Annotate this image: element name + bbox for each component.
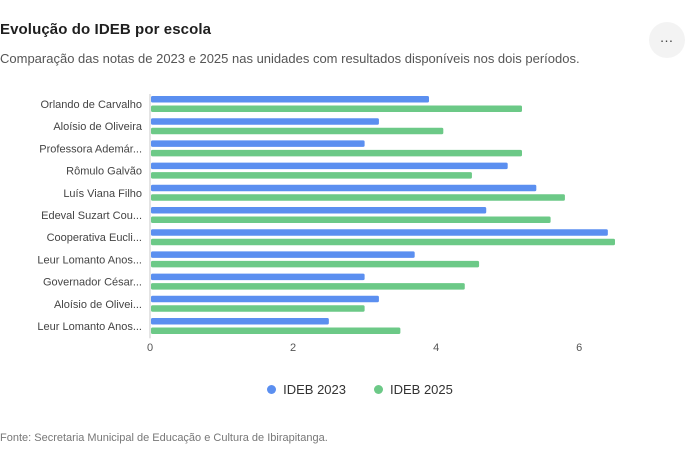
bar-2023[interactable]: [151, 96, 429, 103]
legend-swatch-2023: [267, 385, 277, 394]
x-tick-label: 4: [433, 342, 439, 354]
bar-2025[interactable]: [151, 216, 551, 224]
bar-2025[interactable]: [151, 283, 465, 290]
x-tick-label: 6: [576, 342, 582, 354]
bar-2023[interactable]: [151, 251, 415, 258]
y-tick-label: Luís Viana Filho: [63, 188, 142, 200]
legend-label-2025: IDEB 2025: [390, 382, 453, 397]
bar-2023[interactable]: [151, 229, 608, 236]
bar-2023[interactable]: [151, 273, 365, 281]
bar-2025[interactable]: [151, 327, 401, 335]
bar-2023[interactable]: [151, 295, 379, 303]
x-tick-label: 2: [290, 342, 296, 354]
chart-legend: IDEB 2023 IDEB 2025: [0, 382, 700, 397]
y-tick-label: Leur Lomanto Anos...: [37, 254, 142, 266]
bar-2025[interactable]: [151, 238, 615, 246]
more-options-button[interactable]: …: [649, 22, 685, 58]
bar-2025[interactable]: [151, 149, 522, 157]
bar-2025[interactable]: [151, 172, 472, 179]
bar-chart: Orlando de Carvalho Aloísio de Oliveira Pr…: [37, 94, 615, 354]
y-tick-label: Edeval Suzart Cou...: [41, 210, 142, 222]
y-tick-label: Cooperativa Eucli...: [47, 232, 142, 244]
y-tick-label: Aloísio de Olivei...: [54, 299, 142, 311]
bar-2025[interactable]: [151, 105, 522, 113]
bar-2023[interactable]: [151, 318, 329, 325]
chart-title: Evolução do IDEB por escola: [0, 21, 212, 38]
legend-label-2023: IDEB 2023: [283, 382, 346, 397]
more-horizontal-icon: …: [659, 29, 675, 45]
bar-2023[interactable]: [151, 162, 508, 170]
bar-2025[interactable]: [151, 127, 444, 135]
y-tick-label: Rômulo Galvão: [66, 166, 142, 178]
bar-2025[interactable]: [151, 194, 565, 201]
legend-item-2023[interactable]: IDEB 2023: [267, 382, 346, 397]
y-tick-label: Aloísio de Oliveira: [53, 121, 143, 133]
y-tick-label: Orlando de Carvalho: [40, 99, 142, 111]
legend-item-2025[interactable]: IDEB 2025: [374, 382, 453, 397]
bar-2023[interactable]: [151, 184, 537, 192]
bar-2025[interactable]: [151, 260, 480, 268]
source-note: Fonte: Secretaria Municipal de Educação …: [0, 432, 328, 444]
bar-2025[interactable]: [151, 305, 365, 312]
legend-swatch-2025: [374, 385, 383, 394]
chart-subtitle: Comparação das notas de 2023 e 2025 nas …: [0, 51, 580, 66]
bar-2023[interactable]: [151, 118, 379, 125]
y-tick-label: Professora Ademár...: [39, 143, 142, 155]
y-tick-label: Leur Lomanto Anos...: [37, 321, 142, 333]
x-tick-label: 0: [147, 342, 153, 354]
y-tick-label: Governador César...: [43, 277, 142, 289]
bar-2023[interactable]: [151, 140, 365, 147]
bar-2023[interactable]: [151, 207, 487, 214]
